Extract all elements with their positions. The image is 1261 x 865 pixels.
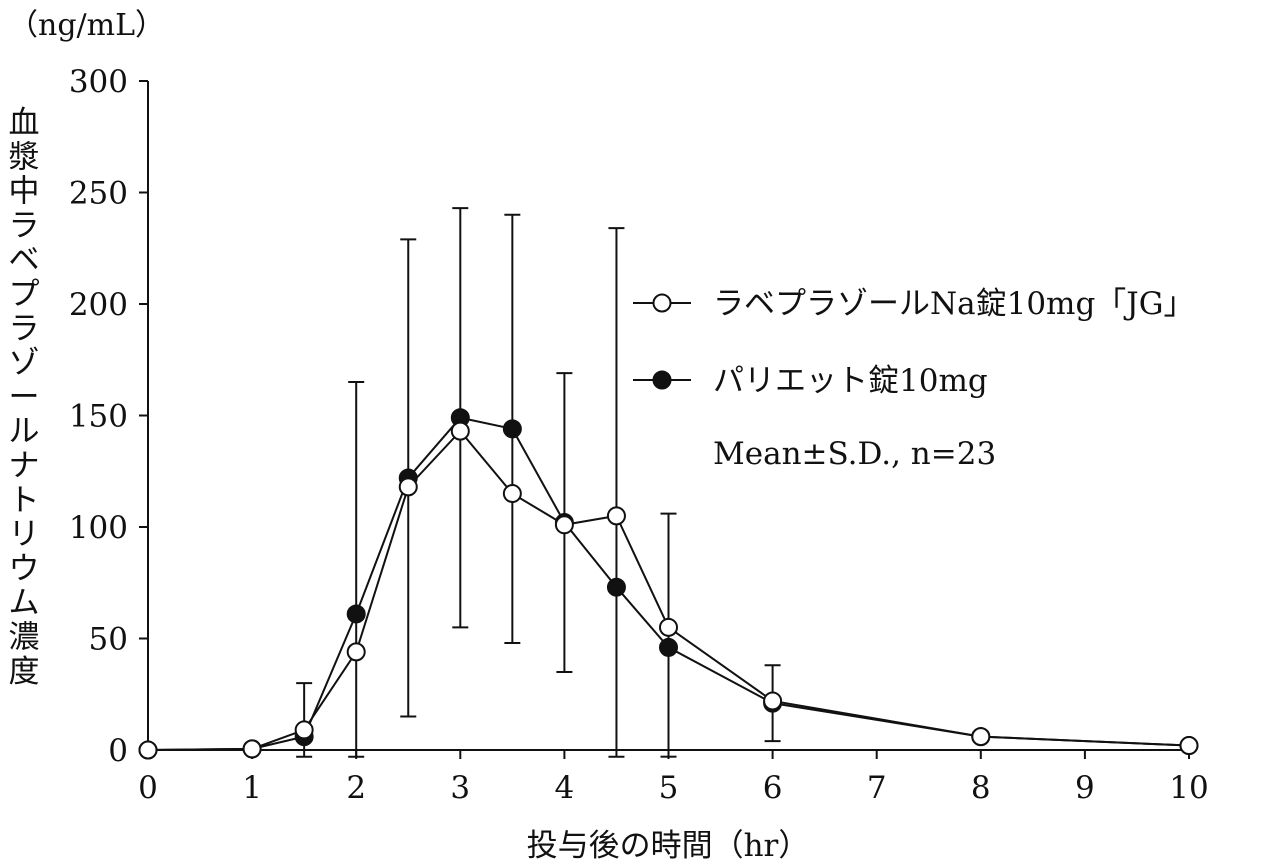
x-tick-label: 1 xyxy=(242,770,262,806)
y-axis-label-char: プ xyxy=(9,277,40,313)
y-axis-label-char: 漿 xyxy=(9,139,40,175)
x-tick-label: 9 xyxy=(1075,770,1095,806)
x-tick-label: 6 xyxy=(763,770,783,806)
legend: ラベプラゾールNa錠10mg「JG」パリエット錠10mg Mean±S.D., n… xyxy=(633,286,1194,472)
y-tick-label: 0 xyxy=(108,733,128,769)
data-point-open xyxy=(763,691,783,711)
data-point-filled xyxy=(659,637,678,657)
y-axis-label-char: ル xyxy=(9,414,40,450)
y-axis-label-char: リ xyxy=(9,517,40,553)
y-axis-label-char: 血 xyxy=(9,105,40,141)
x-tick-label: 0 xyxy=(138,770,158,806)
data-point-filled xyxy=(606,577,626,597)
y-axis-label-char: ウ xyxy=(9,551,40,587)
axes: 0 50 100 150 200 250 300 0 1 2 3 4 5 6 7 8 9 10 xyxy=(69,64,1209,806)
data-point-open xyxy=(659,617,678,637)
y-tick-label: 200 xyxy=(69,287,128,323)
data-point-open xyxy=(138,740,158,760)
data-point-open xyxy=(971,727,991,747)
y-unit-label: （ng/mL） xyxy=(8,8,165,43)
data-point-filled xyxy=(502,419,522,439)
data-point-open xyxy=(1179,736,1199,756)
x-tick-label: 3 xyxy=(450,770,470,806)
x-tick-label: 4 xyxy=(555,770,575,806)
legend-marker xyxy=(652,370,672,390)
y-axis-label-char: ベ xyxy=(9,242,40,278)
y-axis-label-char: ム xyxy=(9,585,40,621)
x-tick-label: 2 xyxy=(346,770,366,806)
legend-marker xyxy=(652,293,672,313)
y-tick-label: 100 xyxy=(69,510,128,546)
data-point-open xyxy=(346,642,366,662)
y-axis-label-char: ナ xyxy=(9,448,40,484)
y-axis-label-char: ゾ xyxy=(9,345,40,381)
y-tick-label: 300 xyxy=(69,64,128,100)
y-axis-label-char: ラ xyxy=(9,208,40,244)
data-point-open xyxy=(554,515,574,535)
y-axis-label: 血漿中ラベプラゾールナトリウム濃度 xyxy=(9,105,40,690)
x-tick-label: 8 xyxy=(971,770,991,806)
data-point-open xyxy=(398,477,418,497)
data-point-open xyxy=(242,739,262,759)
x-tick-label: 5 xyxy=(659,770,679,806)
data-point-open xyxy=(606,506,626,526)
y-tick-label: 50 xyxy=(89,622,128,658)
x-tick-label: 10 xyxy=(1169,770,1208,806)
data-point-open xyxy=(450,421,470,441)
y-axis-label-char: 中 xyxy=(9,174,40,210)
data-points xyxy=(138,408,1199,760)
data-point-open xyxy=(502,484,522,504)
y-tick-label: 250 xyxy=(69,176,128,212)
data-point-filled xyxy=(346,604,366,624)
y-axis-label-char: 度 xyxy=(9,654,40,690)
y-tick-label: 150 xyxy=(69,399,128,435)
legend-note: Mean±S.D., n=23 xyxy=(713,436,996,472)
x-tick-label: 7 xyxy=(867,770,887,806)
legend-label: ラベプラゾールNa錠10mg「JG」 xyxy=(713,286,1194,322)
y-axis-label-char: 濃 xyxy=(9,620,40,656)
data-point-open xyxy=(294,720,314,740)
legend-label: パリエット錠10mg xyxy=(713,363,988,399)
y-axis-label-char: ト xyxy=(9,482,40,518)
y-axis-label-char: ラ xyxy=(9,311,40,347)
x-axis-label: 投与後の時間（hr） xyxy=(527,828,810,864)
y-axis-label-char: ー xyxy=(9,379,40,415)
y-axis-label-text: 血漿中ラベプラゾールナトリウム濃度 xyxy=(9,105,40,690)
